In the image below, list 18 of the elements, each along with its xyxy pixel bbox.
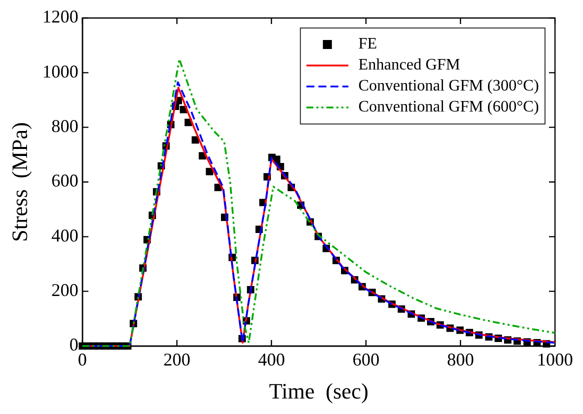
y-tick-label: 400	[51, 225, 78, 246]
y-tick-label: 800	[51, 116, 78, 136]
y-tick-label: 0	[69, 334, 78, 355]
legend-label: Conventional GFM (600°C)	[358, 98, 540, 116]
x-tick-label: 400	[258, 350, 285, 370]
x-tick-label: 800	[446, 350, 474, 370]
legend-label: Conventional GFM (300°C)	[358, 78, 540, 95]
y-tick-label: 600	[51, 170, 78, 191]
y-tick-label: 1000	[42, 61, 78, 82]
y-axis-title: Stress (MPa)	[6, 122, 32, 242]
x-axis-title: Time (sec)	[268, 378, 368, 404]
x-tick-label: 600	[352, 350, 380, 370]
legend-label: FE	[358, 36, 378, 53]
y-tick-label: 1200	[42, 6, 78, 27]
legend-label: Enhanced GFM	[358, 56, 460, 74]
x-tick-label: 1000	[537, 350, 573, 370]
x-tick-label: 200	[163, 350, 190, 370]
y-tick-label: 200	[51, 280, 78, 300]
